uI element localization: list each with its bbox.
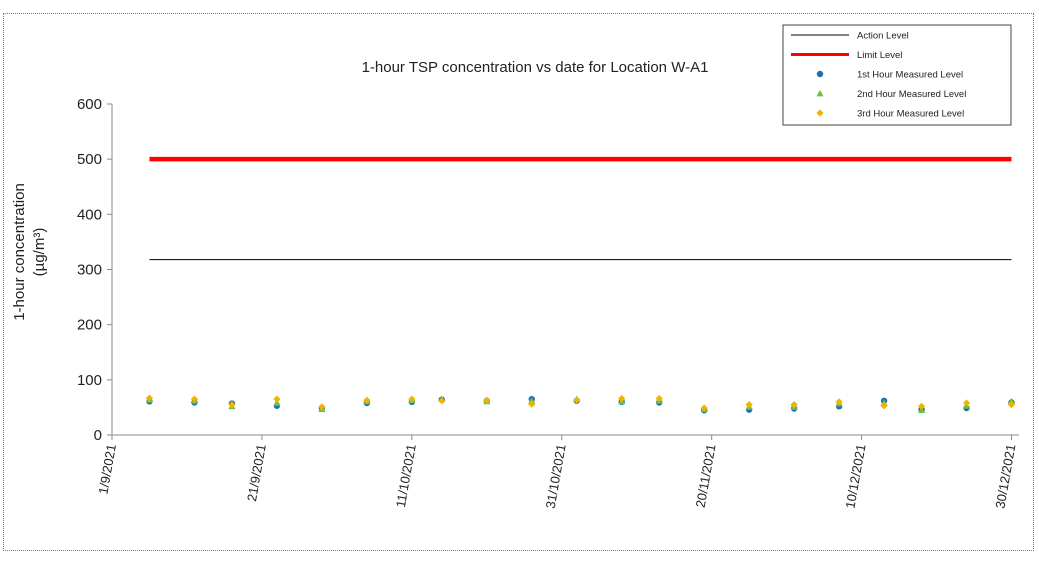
x-tick-label: 1/9/2021 [95, 443, 119, 495]
data-point [363, 396, 371, 404]
y-tick-label: 200 [77, 317, 102, 334]
legend-label: 3rd Hour Measured Level [857, 109, 964, 120]
x-tick-label: 10/12/2021 [842, 443, 868, 510]
legend-swatch [816, 109, 824, 117]
data-point [790, 401, 798, 409]
data-point [483, 396, 491, 404]
data-point [745, 401, 753, 409]
y-tick-label: 400 [77, 206, 102, 223]
legend-label: 1st Hour Measured Level [857, 70, 963, 81]
data-point [700, 404, 708, 412]
y-tick-label: 600 [77, 96, 102, 113]
y-tick-label: 0 [94, 427, 102, 444]
data-point [528, 400, 536, 408]
data-point [573, 396, 581, 404]
x-tick-label: 31/10/2021 [543, 443, 569, 510]
y-tick-label: 100 [77, 372, 102, 389]
plot-lines [149, 156, 1012, 261]
x-tick-label: 30/12/2021 [992, 443, 1018, 510]
legend-label: Action Level [857, 31, 909, 42]
data-point [228, 401, 236, 409]
data-point [1007, 397, 1016, 405]
legend: Action Level Limit Level 1st Hour Measured… [782, 24, 1012, 126]
data-point [962, 399, 971, 407]
data-point [438, 397, 446, 405]
data-point [318, 403, 326, 411]
y-tick-label: 300 [77, 262, 102, 279]
data-point [528, 397, 536, 404]
data-point [145, 394, 154, 402]
x-tick-label: 21/9/2021 [244, 443, 269, 503]
x-tick-label: 11/10/2021 [393, 443, 419, 509]
y-axis-label: 1-hour concentration [11, 183, 28, 321]
data-point [835, 398, 843, 406]
data-point [190, 395, 199, 403]
data-point [1007, 401, 1016, 409]
data-point [880, 402, 888, 410]
legend-label: 2nd Hour Measured Level [857, 89, 966, 100]
y-tick-label: 500 [77, 151, 102, 168]
data-point [917, 402, 926, 410]
legend-label: Limit Level [857, 50, 902, 61]
plot-points [145, 394, 1016, 414]
y-axis-unit: (µg/m³) [31, 228, 48, 277]
data-point [618, 394, 626, 403]
data-point [655, 394, 663, 403]
chart-title: 1-hour TSP concentration vs date for Loc… [362, 59, 709, 76]
legend-swatch [816, 70, 824, 78]
data-point [408, 395, 416, 403]
x-tick-label: 20/11/2021 [693, 443, 719, 509]
chart-frame [3, 13, 1034, 551]
legend-swatch [816, 89, 824, 97]
data-point [273, 395, 281, 403]
